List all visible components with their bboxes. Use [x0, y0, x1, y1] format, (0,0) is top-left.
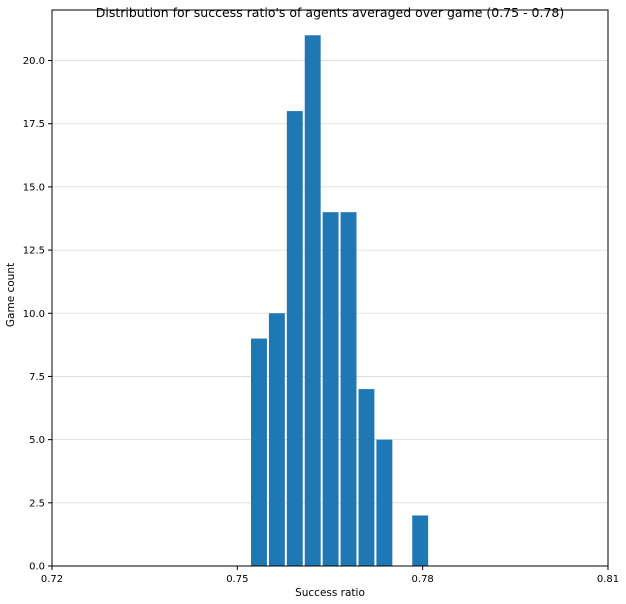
y-tick-label: 7.5 [29, 372, 45, 383]
y-tick-label: 15.0 [23, 182, 45, 193]
y-tick-label: 5.0 [29, 435, 45, 446]
histogram-bar [376, 439, 393, 566]
x-tick-label: 0.81 [597, 574, 619, 585]
histogram-bar [358, 389, 375, 566]
histogram-bar [250, 338, 267, 566]
y-tick-label: 20.0 [23, 56, 45, 67]
histogram-bar [340, 212, 357, 566]
chart-title: Distribution for success ratio's of agen… [96, 5, 565, 20]
histogram-bar [286, 111, 303, 566]
y-tick-label: 10.0 [23, 309, 45, 320]
histogram-bar [412, 515, 429, 566]
histogram-bar [304, 35, 321, 567]
y-tick-label: 2.5 [29, 498, 45, 509]
plot-frame [51, 9, 609, 567]
y-tick-label: 17.5 [23, 119, 45, 130]
x-tick-label: 0.72 [41, 574, 63, 585]
bars [250, 35, 429, 567]
y-axis-label: Game count [5, 263, 17, 327]
y-tick-label: 0.0 [29, 562, 45, 573]
x-axis-label: Success ratio [295, 587, 365, 599]
histogram-bar [322, 212, 339, 566]
y-axis-ticks: 0.0 2.5 5.0 7.5 10.0 12.5 15.0 17.5 20.0 [23, 56, 52, 573]
x-tick-label: 0.78 [412, 574, 434, 585]
y-tick-label: 12.5 [23, 246, 45, 257]
histogram-bar [268, 313, 285, 566]
x-tick-label: 0.75 [226, 574, 248, 585]
x-axis-ticks: 0.72 0.75 0.78 0.81 [41, 566, 619, 585]
